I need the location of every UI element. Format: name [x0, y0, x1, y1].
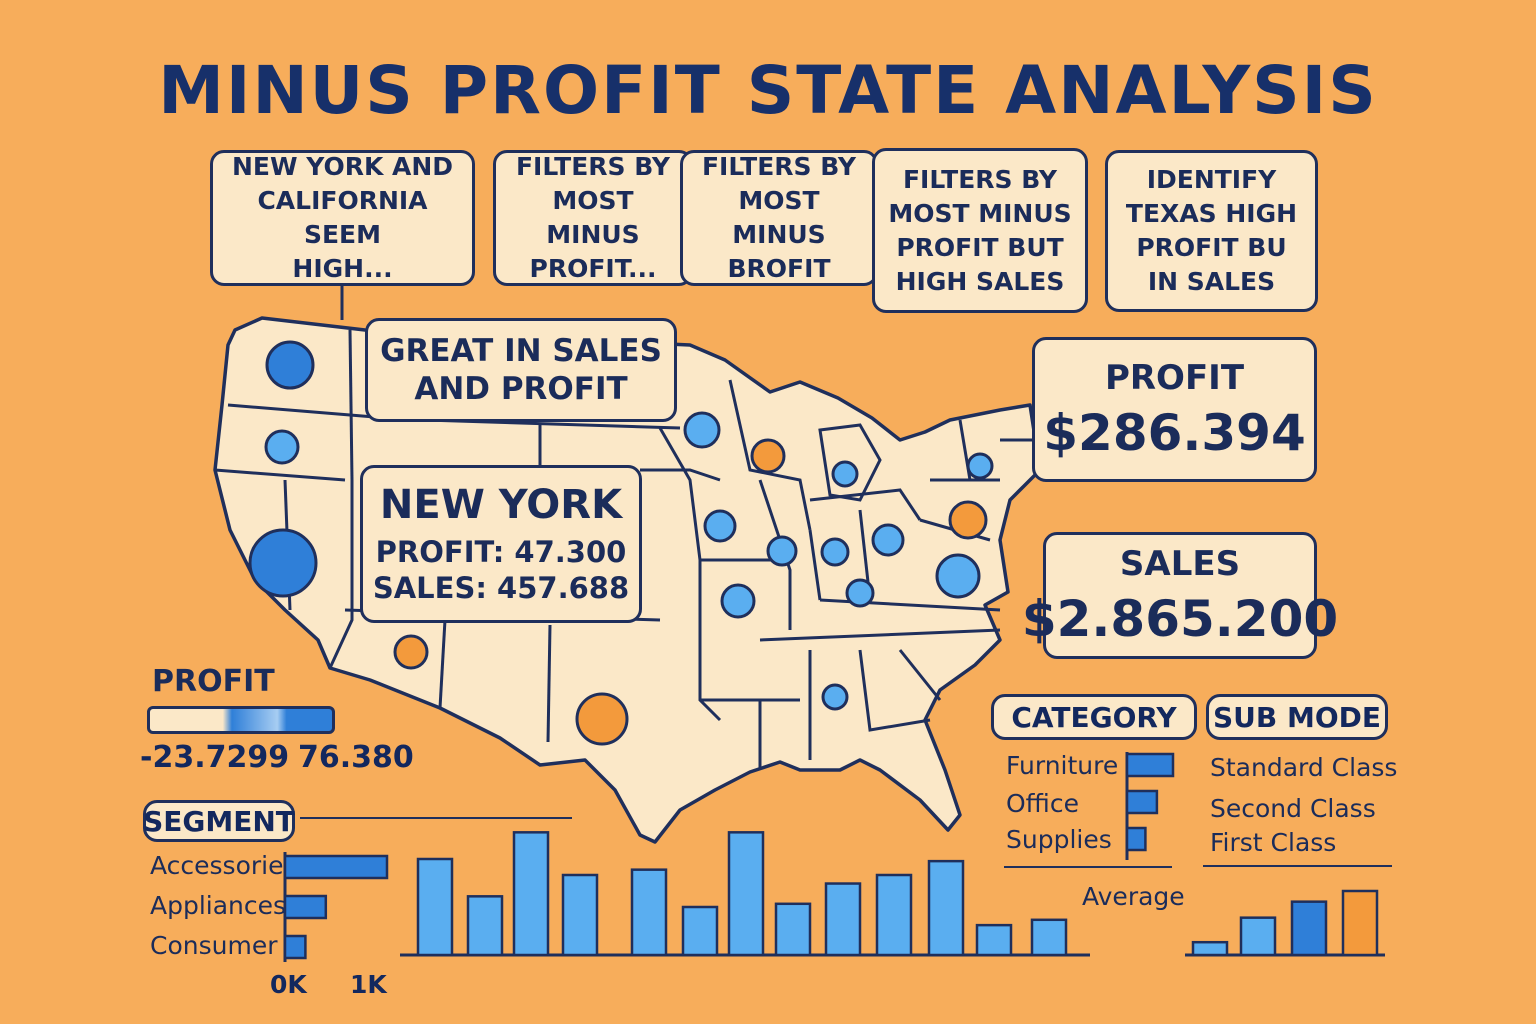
page-title: MINUS PROFIT STATE ANALYSIS	[158, 52, 1378, 129]
sub-mode-title: SUB MODE	[1212, 700, 1382, 734]
state-markers	[248, 340, 994, 746]
segment-item-accessories[interactable]: Accessories	[150, 851, 297, 880]
category-footer: Average	[1082, 882, 1185, 911]
kpi-sales-value: $2.865.200	[1021, 589, 1339, 648]
note-card-5[interactable]: IDENTIFY TEXAS HIGH PROFIT BU IN SALES	[1105, 150, 1318, 312]
sub-mode-bar	[1290, 900, 1328, 957]
segment-filter[interactable]: SEGMENT	[143, 800, 295, 842]
segment-bar	[283, 934, 307, 960]
category-bar	[1125, 752, 1175, 778]
category-bar	[1125, 789, 1159, 815]
kpi-profit-label: PROFIT	[1104, 357, 1245, 398]
kpi-profit-value: $286.394	[1043, 403, 1306, 462]
profit-gradient-bar	[147, 706, 335, 734]
marker-michigan	[831, 460, 859, 488]
note-text: IDENTIFY TEXAS HIGH PROFIT BU IN SALES	[1125, 165, 1298, 296]
callout-text: GREAT IN SALES AND PROFIT	[380, 333, 662, 407]
segment-axis-1k: 1K	[350, 970, 387, 999]
chart-bar	[416, 857, 454, 957]
category-item-supplies[interactable]: Supplies	[1006, 825, 1112, 854]
segment-item-appliances[interactable]: Appliances	[150, 891, 287, 920]
marker-washington	[265, 340, 315, 390]
chart-bar	[630, 868, 668, 957]
marker-missouri	[720, 583, 756, 619]
sub-mode-item-first[interactable]: First Class	[1210, 828, 1337, 857]
kpi-profit-card: PROFIT $286.394	[1032, 337, 1317, 482]
chart-bar	[875, 873, 913, 957]
chart-bar	[727, 831, 765, 957]
marker-california	[248, 528, 318, 598]
marker-ohio	[871, 523, 905, 557]
chart-bar	[561, 873, 599, 957]
note-card-1[interactable]: NEW YORK AND CALIFORNIA SEEM HIGH...	[210, 150, 475, 286]
chart-bar	[975, 923, 1013, 957]
great-sales-callout[interactable]: GREAT IN SALES AND PROFIT	[365, 318, 677, 422]
marker-indiana	[820, 537, 850, 567]
chart-bar	[681, 905, 719, 957]
category-filter[interactable]: CATEGORY	[991, 694, 1197, 740]
segment-item-consumer[interactable]: Consumer	[150, 931, 278, 960]
chart-bar	[1030, 918, 1068, 957]
marker-texas	[575, 692, 629, 746]
sub-mode-bar	[1239, 916, 1277, 957]
marker-arizona	[393, 634, 429, 670]
category-bar	[1125, 826, 1147, 852]
chart-bar	[824, 882, 862, 957]
marker-virginia	[935, 553, 981, 599]
segment-title: SEGMENT	[143, 804, 295, 838]
note-text: FILTERS BY MOST MINUS BROFIT	[701, 152, 857, 283]
marker-new-york	[966, 452, 994, 480]
note-text: FILTERS BY MOST MINUS PROFIT...	[515, 152, 671, 283]
sub-mode-item-standard[interactable]: Standard Class	[1210, 753, 1398, 782]
category-item-office[interactable]: Office	[1006, 789, 1079, 818]
chart-bar	[512, 831, 550, 957]
marker-iowa	[703, 509, 737, 543]
note-text: FILTERS BY MOST MINUS PROFIT BUT HIGH SA…	[888, 164, 1072, 296]
note-card-4[interactable]: FILTERS BY MOST MINUS PROFIT BUT HIGH SA…	[872, 148, 1088, 313]
segment-axis-0k: 0K	[270, 970, 307, 999]
state-sales: SALES: 457.688	[372, 571, 630, 605]
chart-bar	[466, 895, 504, 957]
profit-legend-min: -23.7299	[140, 740, 290, 775]
category-item-furniture[interactable]: Furniture	[1006, 751, 1119, 780]
sub-mode-filter[interactable]: SUB MODE	[1206, 694, 1388, 740]
selected-state-tooltip: NEW YORK PROFIT: 47.300 SALES: 457.688	[360, 465, 642, 623]
note-text: NEW YORK AND CALIFORNIA SEEM HIGH...	[231, 152, 454, 283]
sub-mode-bar	[1191, 940, 1229, 957]
marker-kentucky	[845, 578, 875, 608]
sub-mode-bar	[1341, 889, 1379, 957]
marker-alabama	[821, 683, 849, 711]
category-title: CATEGORY	[1011, 700, 1177, 734]
note-card-3[interactable]: FILTERS BY MOST MINUS BROFIT	[680, 150, 878, 286]
marker-illinois	[766, 535, 798, 567]
sub-mode-item-second[interactable]: Second Class	[1210, 794, 1376, 823]
chart-bar	[927, 859, 965, 957]
chart-bar	[774, 902, 812, 957]
segment-bar	[283, 894, 328, 920]
state-profit: PROFIT: 47.300	[375, 535, 627, 569]
marker-wisconsin	[750, 438, 786, 474]
profit-legend-title: PROFIT	[152, 664, 275, 699]
marker-oregon	[264, 429, 300, 465]
marker-minnesota	[683, 411, 721, 449]
segment-bar	[283, 854, 389, 880]
profit-legend-max: 76.380	[298, 740, 414, 775]
kpi-sales-label: SALES	[1119, 543, 1241, 584]
kpi-sales-card: SALES $2.865.200	[1022, 532, 1338, 659]
state-name: NEW YORK	[379, 482, 623, 528]
marker-pennsylvania	[948, 500, 988, 540]
